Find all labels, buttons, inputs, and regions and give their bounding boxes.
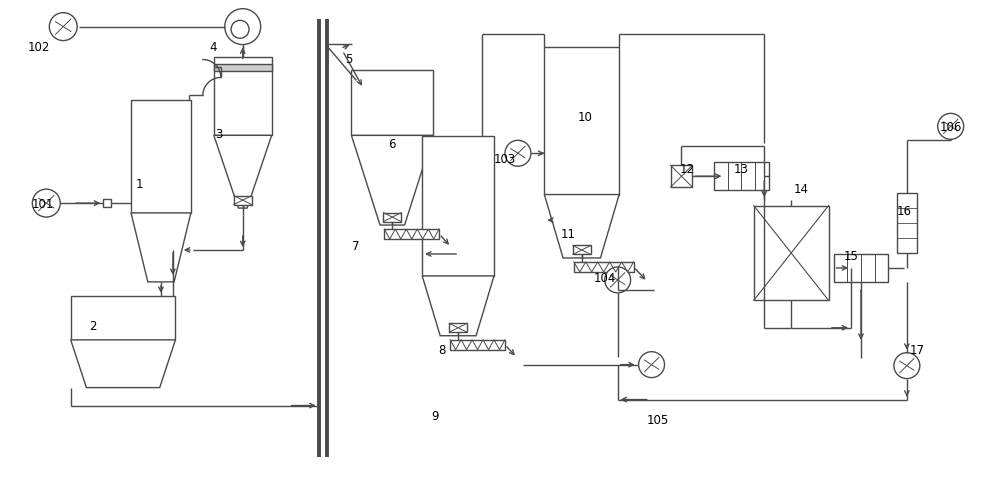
Text: 1: 1: [135, 177, 143, 190]
Bar: [422, 137, 494, 276]
Circle shape: [894, 353, 920, 379]
Polygon shape: [422, 276, 494, 336]
Circle shape: [32, 190, 60, 218]
Text: 9: 9: [431, 409, 439, 422]
Bar: [103, 200, 111, 208]
Circle shape: [231, 21, 249, 39]
Text: 10: 10: [577, 111, 592, 123]
Bar: [384, 229, 439, 240]
Bar: [544, 47, 619, 195]
Polygon shape: [71, 340, 175, 388]
Bar: [450, 340, 505, 350]
Bar: [754, 206, 829, 301]
Text: 17: 17: [909, 344, 924, 356]
Text: 11: 11: [560, 227, 575, 240]
Text: 7: 7: [352, 240, 359, 253]
Polygon shape: [351, 136, 433, 225]
Circle shape: [605, 267, 631, 293]
Bar: [131, 101, 191, 213]
Bar: [214, 58, 272, 136]
Text: 105: 105: [646, 413, 669, 426]
Circle shape: [639, 352, 665, 378]
Text: 13: 13: [734, 163, 749, 175]
Polygon shape: [214, 136, 272, 209]
Text: 15: 15: [844, 250, 858, 263]
Text: 106: 106: [940, 121, 962, 134]
Text: 2: 2: [89, 320, 97, 333]
Circle shape: [938, 114, 964, 140]
Bar: [834, 254, 888, 283]
Text: 8: 8: [438, 344, 446, 356]
Bar: [449, 324, 467, 332]
Text: 3: 3: [215, 127, 222, 141]
Polygon shape: [544, 195, 619, 259]
Circle shape: [505, 141, 531, 167]
Text: 104: 104: [594, 272, 616, 285]
Bar: [714, 163, 769, 191]
Polygon shape: [131, 213, 191, 283]
Circle shape: [225, 10, 261, 45]
Bar: [383, 213, 401, 222]
Text: 14: 14: [794, 183, 809, 195]
Bar: [897, 194, 917, 253]
Bar: [671, 166, 692, 188]
Bar: [214, 65, 272, 72]
Bar: [573, 246, 591, 255]
Text: 102: 102: [28, 41, 50, 54]
Text: 103: 103: [494, 152, 516, 165]
Text: 12: 12: [680, 163, 695, 175]
Circle shape: [49, 14, 77, 41]
Bar: [71, 296, 175, 340]
Text: 16: 16: [896, 204, 911, 217]
Text: 4: 4: [209, 41, 217, 54]
Bar: [574, 263, 634, 272]
Bar: [351, 71, 433, 136]
Text: 101: 101: [32, 197, 54, 210]
Text: 5: 5: [345, 53, 352, 66]
Text: 6: 6: [389, 138, 396, 150]
Bar: [234, 196, 252, 205]
